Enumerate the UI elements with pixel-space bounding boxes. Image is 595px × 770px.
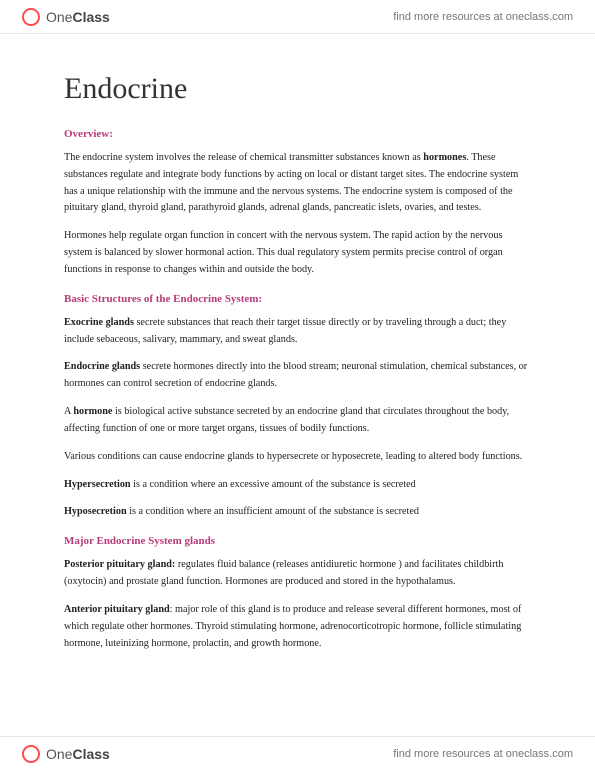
structures-endocrine: Endocrine glands secrete hormones direct…	[64, 359, 531, 393]
brand-logo-block[interactable]: OneClass	[22, 8, 110, 26]
term-anterior-pituitary: Anterior pituitary gland	[64, 604, 170, 615]
term-hypersecretion: Hypersecretion	[64, 479, 131, 490]
text: A	[64, 406, 73, 417]
heading-overview: Overview:	[64, 128, 531, 140]
structures-hormone: A hormone is biological active substance…	[64, 404, 531, 438]
brand-logo-block-footer[interactable]: OneClass	[22, 745, 110, 763]
text: is a condition where an insufficient amo…	[127, 506, 419, 517]
resources-link-top[interactable]: find more resources at oneclass.com	[393, 11, 573, 23]
structures-hyposecretion: Hyposecretion is a condition where an in…	[64, 504, 531, 521]
page-content: Endocrine Overview: The endocrine system…	[0, 34, 595, 736]
structures-hypersecretion: Hypersecretion is a condition where an e…	[64, 477, 531, 494]
gland-anterior: Anterior pituitary gland: major role of …	[64, 602, 531, 652]
brand-text: OneClass	[46, 9, 110, 25]
term-hormone: hormone	[73, 406, 112, 417]
brand-class: Class	[72, 9, 109, 25]
gland-posterior: Posterior pituitary gland: regulates flu…	[64, 557, 531, 591]
term-endocrine: Endocrine glands	[64, 361, 140, 372]
resources-link-bottom[interactable]: find more resources at oneclass.com	[393, 748, 573, 760]
heading-structures: Basic Structures of the Endocrine System…	[64, 293, 531, 305]
brand-one: One	[46, 9, 72, 25]
term-posterior-pituitary: Posterior pituitary gland:	[64, 559, 175, 570]
text: is biological active substance secreted …	[64, 406, 509, 434]
heading-glands: Major Endocrine System glands	[64, 535, 531, 547]
structures-exocrine: Exocrine glands secrete substances that …	[64, 315, 531, 349]
text: The endocrine system involves the releas…	[64, 152, 423, 163]
oneclass-logo-icon	[22, 745, 40, 763]
page-title: Endocrine	[64, 72, 531, 106]
overview-p1: The endocrine system involves the releas…	[64, 150, 531, 217]
brand-class-footer: Class	[72, 746, 109, 762]
brand-text-footer: OneClass	[46, 746, 110, 762]
term-hormones: hormones	[423, 152, 466, 163]
header-bar: OneClass find more resources at oneclass…	[0, 0, 595, 34]
structures-conditions: Various conditions can cause endocrine g…	[64, 449, 531, 466]
oneclass-logo-icon	[22, 8, 40, 26]
term-hyposecretion: Hyposecretion	[64, 506, 127, 517]
text: is a condition where an excessive amount…	[131, 479, 416, 490]
term-exocrine: Exocrine glands	[64, 317, 134, 328]
footer-bar: OneClass find more resources at oneclass…	[0, 736, 595, 770]
overview-p2: Hormones help regulate organ function in…	[64, 228, 531, 278]
brand-one-footer: One	[46, 746, 72, 762]
